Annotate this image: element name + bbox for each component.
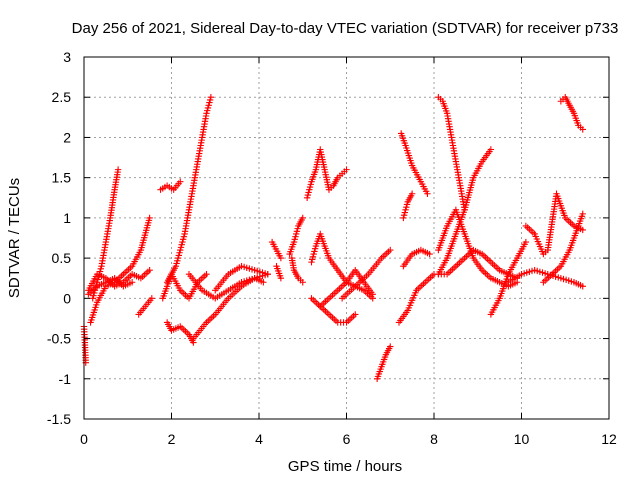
x-tick-labels: 0 2 4 6 8 10 12 xyxy=(80,431,617,447)
series-track-34 xyxy=(522,190,586,258)
series-track-28 xyxy=(435,94,468,214)
series-track-08 xyxy=(159,94,215,302)
data-point xyxy=(424,190,431,197)
series-track-19 xyxy=(308,230,376,302)
data-point xyxy=(177,178,184,185)
data-point xyxy=(277,254,285,262)
series-track-01 xyxy=(80,323,89,366)
series-track-26 xyxy=(400,190,416,222)
data-point xyxy=(579,283,586,290)
series-track-14 xyxy=(268,238,285,262)
data-point xyxy=(114,166,122,173)
series-track-07 xyxy=(157,178,184,193)
axis-ticks xyxy=(83,56,610,420)
series-track-09 xyxy=(163,319,197,346)
data-point xyxy=(260,279,267,286)
data-point xyxy=(369,291,376,298)
x-tick-label: 4 xyxy=(255,431,263,447)
data-point xyxy=(128,279,136,286)
data-point xyxy=(277,275,285,282)
series-track-21 xyxy=(317,303,359,326)
data-point xyxy=(522,238,530,246)
y-tick-labels: -1.5 -1 -0.5 0 0.5 1 1.5 2 2.5 3 xyxy=(47,49,71,427)
y-axis-label: SDTVAR / TECUs xyxy=(6,178,23,298)
x-tick-label: 2 xyxy=(168,431,176,447)
series-track-15 xyxy=(273,262,285,282)
y-tick-label: 2.5 xyxy=(52,89,72,105)
series-track-13 xyxy=(212,262,271,294)
data-point xyxy=(408,190,416,197)
y-tick-label: -1 xyxy=(59,371,72,387)
series-track-24 xyxy=(395,271,438,326)
y-tick-label: 3 xyxy=(63,49,71,65)
y-tick-label: -0.5 xyxy=(47,331,71,347)
series-track-10 xyxy=(163,271,210,302)
data-point xyxy=(148,295,156,302)
x-tick-label: 12 xyxy=(601,431,617,447)
data-point xyxy=(203,271,210,278)
data-point xyxy=(146,266,153,274)
series-track-02 xyxy=(89,166,122,302)
x-tick-label: 10 xyxy=(514,431,530,447)
data-point xyxy=(146,214,153,222)
series-track-06 xyxy=(135,295,156,318)
data-point xyxy=(487,146,495,153)
chart-title: Day 256 of 2021, Sidereal Day-to-day VTE… xyxy=(72,20,619,37)
data-point xyxy=(299,214,306,222)
x-axis-label: GPS time / hours xyxy=(288,458,402,475)
data-point xyxy=(579,226,586,234)
series-track-35 xyxy=(557,94,586,133)
series-track-25 xyxy=(397,130,431,197)
data-point xyxy=(352,311,359,318)
data-point xyxy=(387,246,394,254)
series-track-33 xyxy=(505,266,586,290)
x-tick-label: 0 xyxy=(80,431,88,447)
data-point xyxy=(387,343,394,350)
series-track-05 xyxy=(85,275,136,298)
x-tick-label: 8 xyxy=(430,431,438,447)
series-track-32 xyxy=(487,238,530,318)
y-tick-label: 0.5 xyxy=(52,250,72,266)
grid xyxy=(84,57,609,419)
data-point xyxy=(299,279,306,286)
series-track-04 xyxy=(85,266,153,294)
series-track-23 xyxy=(373,343,394,382)
series-track-16 xyxy=(286,214,306,258)
series-track-03 xyxy=(87,214,153,326)
data-point xyxy=(426,250,433,258)
data-point xyxy=(579,210,586,218)
y-tick-label: 2 xyxy=(63,129,71,145)
series-track-12 xyxy=(190,271,271,342)
series-track-36 xyxy=(540,210,586,286)
series-track-17 xyxy=(288,254,306,286)
data-markers xyxy=(80,94,586,382)
y-tick-label: 1.5 xyxy=(52,170,72,186)
y-tick-label: 0 xyxy=(63,290,71,306)
x-tick-label: 6 xyxy=(343,431,351,447)
data-point xyxy=(264,271,271,278)
y-tick-label: 1 xyxy=(63,210,71,226)
series-track-22 xyxy=(338,246,394,302)
data-point xyxy=(343,166,350,173)
data-point xyxy=(579,126,586,133)
series-track-30 xyxy=(435,206,521,290)
y-tick-label: -1.5 xyxy=(47,411,71,427)
data-point xyxy=(207,94,215,101)
series-track-27 xyxy=(400,246,433,270)
series-track-18 xyxy=(303,146,350,201)
